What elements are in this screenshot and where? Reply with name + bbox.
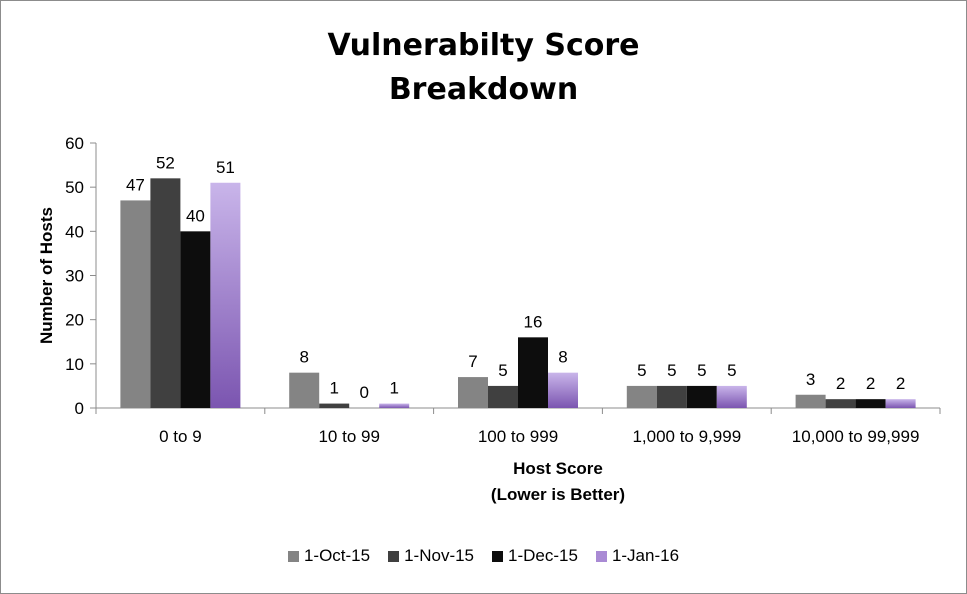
data-label: 1 [389,379,398,398]
bar-4 [716,385,747,408]
x-tick-label: 10,000 to 99,999 [792,427,920,446]
data-label: 40 [186,206,205,225]
legend-swatch-4 [595,550,607,562]
legend-item-1: 1-Oct-15 [287,546,371,566]
x-tick-label: 10 to 99 [318,427,379,446]
y-tick-label: 40 [65,222,84,241]
bar-2 [825,399,856,408]
x-tick-label: 100 to 999 [478,427,558,446]
data-label: 5 [667,361,676,380]
bar-1 [626,385,657,408]
legend-swatch-2 [388,550,400,562]
legend-item-3: 1-Dec-15 [492,546,578,566]
data-label: 1 [329,379,338,398]
bar-1 [120,200,151,408]
bar-4 [210,182,241,408]
legend-label-2: 1-Nov-15 [404,546,475,565]
legend-label-3: 1-Dec-15 [508,546,578,565]
legend: 1-Oct-15 1-Nov-15 1-Dec-15 1-Jan-16 [0,546,967,566]
bar-3 [518,337,548,408]
data-label: 3 [806,370,815,389]
bar-4 [379,403,410,408]
data-label: 2 [836,374,845,393]
bar-3 [686,385,717,408]
bar-3 [180,231,211,408]
y-tick-label: 60 [65,134,84,153]
chart-title-line-2: Breakdown [388,72,579,107]
legend-label-1: 1-Oct-15 [303,546,371,565]
bar-1 [458,377,488,408]
data-label: 52 [156,153,175,172]
x-tick-label: 0 to 9 [159,427,202,446]
data-label: 2 [896,374,905,393]
bar-1 [289,372,320,408]
data-label: 47 [126,175,145,194]
legend-swatch-1 [287,550,299,562]
data-label: 51 [216,158,235,177]
bar-2 [656,385,687,408]
bar-1 [795,394,826,408]
bar-2 [488,385,518,408]
x-axis-label-line-1: Host Score [513,459,603,478]
data-label: 8 [558,348,567,367]
data-label: 2 [866,374,875,393]
bar-3 [855,399,886,408]
data-label: 16 [524,312,543,331]
legend-item-2: 1-Nov-15 [388,546,474,566]
data-label: 5 [727,361,736,380]
legend-item-4: 1-Jan-16 [595,546,680,566]
y-axis-label: Number of Hosts [37,207,56,344]
bar-2 [150,178,181,408]
data-label: 5 [697,361,706,380]
y-tick-label: 30 [65,267,84,286]
y-tick-label: 20 [65,311,84,330]
x-tick-label: 1,000 to 9,999 [632,427,741,446]
data-label: 8 [299,348,308,367]
data-label: 5 [637,361,646,380]
y-tick-label: 0 [75,399,84,418]
x-axis-label-line-2: (Lower is Better) [491,485,625,504]
chart-title-line-1: Vulnerabilty Score [327,28,640,63]
legend-label-4: 1-Jan-16 [611,546,680,565]
data-label: 7 [468,352,477,371]
bar-4 [548,372,578,408]
data-label: 0 [359,383,368,402]
bar-4 [885,399,916,408]
y-tick-label: 10 [65,355,84,374]
y-tick-label: 50 [65,178,84,197]
bar-2 [319,403,350,408]
legend-swatch-3 [492,550,504,562]
data-label: 5 [498,361,507,380]
